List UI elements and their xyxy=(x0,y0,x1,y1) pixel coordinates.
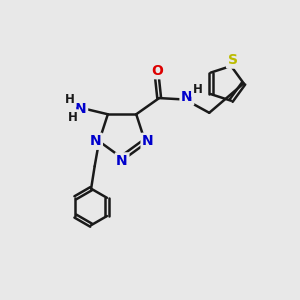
Text: H: H xyxy=(193,83,202,96)
Text: H: H xyxy=(68,111,78,124)
Text: N: N xyxy=(75,102,87,116)
Text: N: N xyxy=(181,90,193,104)
Text: N: N xyxy=(142,134,154,148)
Text: S: S xyxy=(227,53,238,67)
Text: N: N xyxy=(90,134,101,148)
Text: N: N xyxy=(116,154,128,168)
Text: H: H xyxy=(65,93,75,106)
Text: O: O xyxy=(151,64,163,78)
